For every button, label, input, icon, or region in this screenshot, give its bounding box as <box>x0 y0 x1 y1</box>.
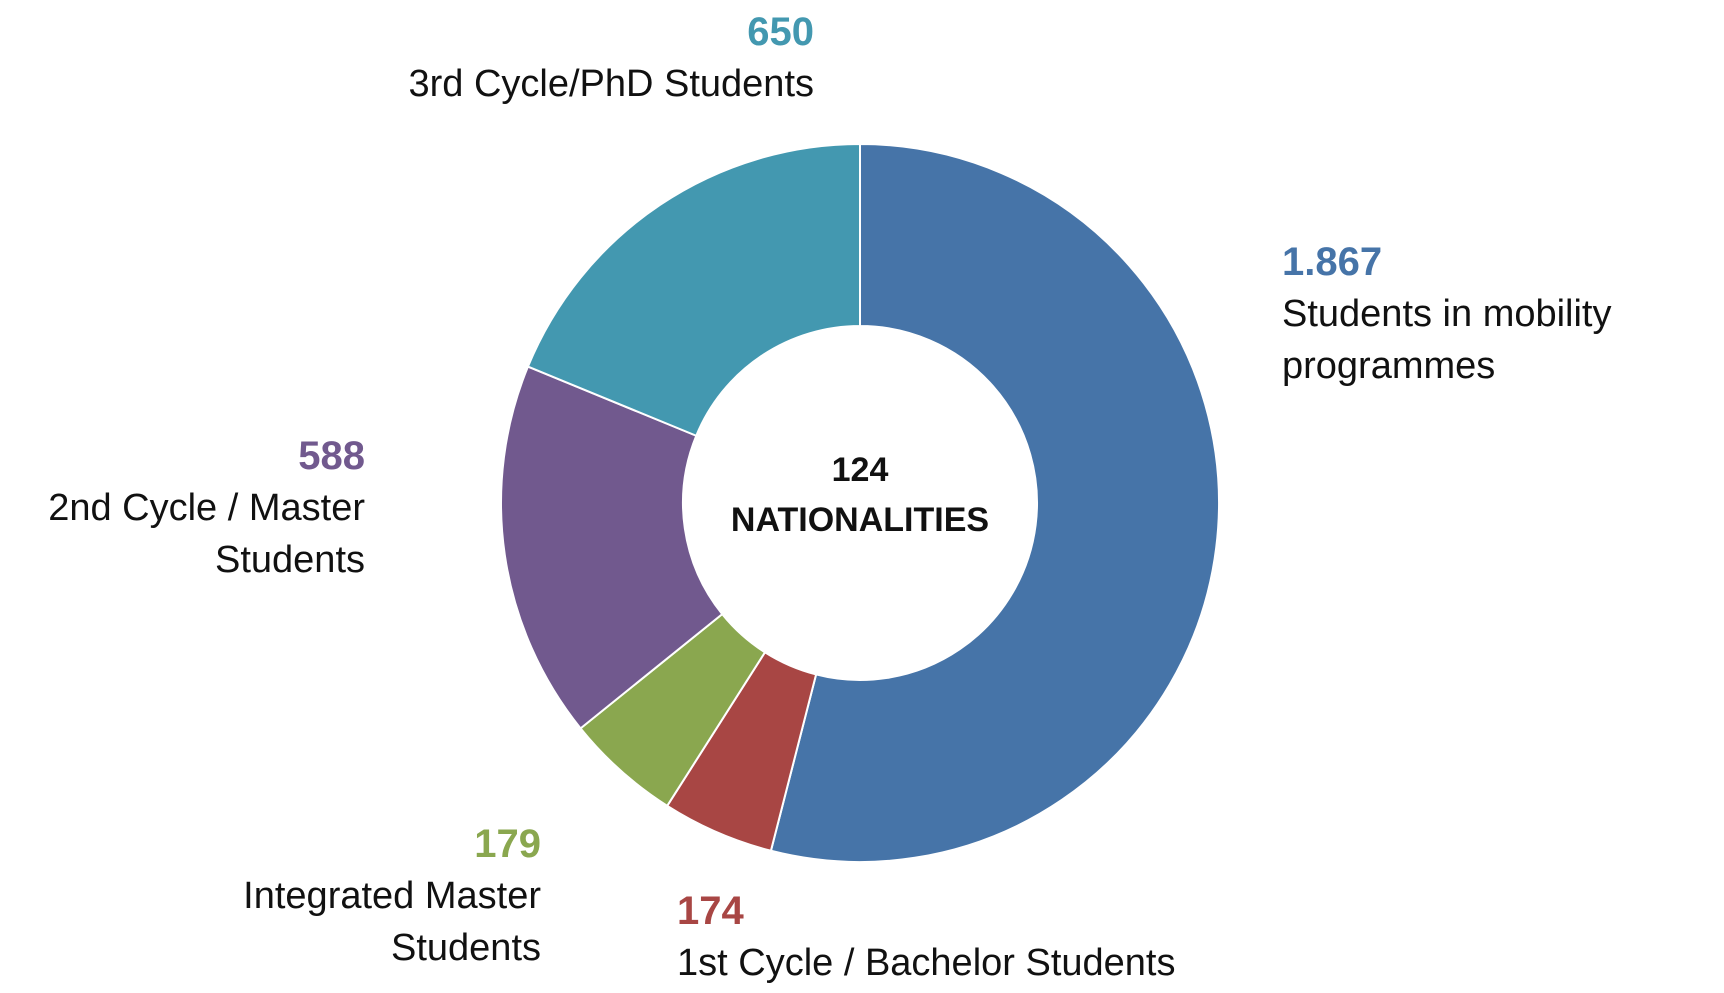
category-label: Integrated Master Students <box>243 875 541 969</box>
category-label: 2nd Cycle / Master Students <box>48 487 365 581</box>
slice-label: 588 2nd Cycle / Master Students <box>10 430 365 586</box>
value-label: 650 <box>747 10 814 54</box>
value-label: 1.867 <box>1282 240 1383 284</box>
category-label: 1st Cycle / Bachelor Students <box>677 942 1176 984</box>
value-label: 179 <box>474 822 541 866</box>
center-caption: NATIONALITIES <box>731 501 989 539</box>
value-label: 174 <box>677 889 744 933</box>
category-label: Students in mobility programmes <box>1282 293 1612 387</box>
donut-slice <box>500 365 724 730</box>
center-number: 124 <box>832 451 889 489</box>
donut-slice <box>526 142 861 438</box>
slice-label: 1.867 Students in mobility programmes <box>1282 236 1722 392</box>
slice-label: 179 Integrated Master Students <box>171 818 541 974</box>
value-label: 588 <box>298 434 365 478</box>
donut-slice <box>769 142 1220 863</box>
slice-label: 650 3rd Cycle/PhD Students <box>114 6 814 110</box>
slice-label: 174 1st Cycle / Bachelor Students <box>677 885 1377 989</box>
category-label: 3rd Cycle/PhD Students <box>408 63 814 105</box>
